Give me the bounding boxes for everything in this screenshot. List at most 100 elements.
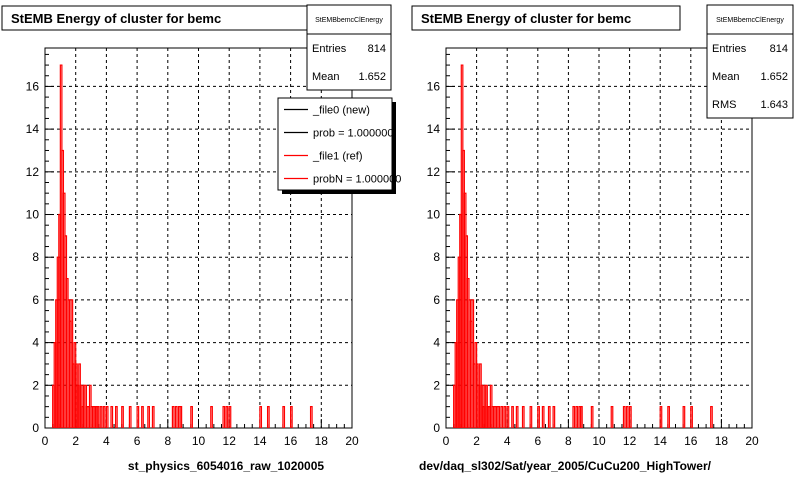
histogram-bin (151, 406, 155, 428)
y-tick-label: 0 (32, 421, 39, 435)
stats-value: 1.652 (358, 71, 386, 83)
stats-label: Entries (712, 43, 747, 55)
legend: _file0 (new) prob = 1.000000 _file1 (ref) p… (277, 97, 401, 194)
y-tick-label: 2 (32, 378, 39, 392)
stats-label: Mean (312, 71, 340, 83)
x-tick-label: 6 (534, 434, 541, 448)
y-tick-label: 14 (427, 122, 441, 136)
histogram-bin (171, 406, 175, 428)
x-tick-label: 0 (42, 434, 49, 448)
histogram-bin (174, 406, 178, 428)
x-tick-label: 2 (72, 434, 79, 448)
histogram-bin (503, 406, 507, 428)
histogram-bin (690, 406, 693, 428)
stats-box (306, 4, 392, 91)
y-tick-label: 6 (433, 293, 440, 307)
y-tick-label: 12 (427, 165, 441, 179)
histogram-bin (667, 406, 670, 428)
chart-panel-2: 0 2 4 6 8 10 12 14 16 18 20 0 2 4 6 8 10 12 14 16 dev/daq_sl… (411, 4, 794, 473)
histogram-bin (682, 406, 686, 428)
histogram-bin (500, 406, 504, 428)
legend-box (277, 97, 393, 191)
histogram-bin (121, 406, 124, 428)
y-tick-label: 8 (32, 250, 39, 264)
x-tick-label: 8 (565, 434, 572, 448)
x-tick-label: 10 (192, 434, 206, 448)
x-tick-label: 14 (654, 434, 668, 448)
chart-title: StEMB Energy of cluster for bemc (11, 11, 221, 26)
stats-value: 1.643 (760, 99, 788, 111)
histogram-bin (610, 406, 614, 428)
histogram-bin (541, 406, 545, 428)
x-axis-label: dev/daq_sl302/Sat/year_2005/CuCu200_High… (419, 459, 712, 473)
histogram-bin (590, 406, 594, 428)
title-box (411, 5, 681, 31)
stats-name: StEMBbemcClEnergy (315, 17, 383, 24)
x-tick-label: 2 (473, 434, 480, 448)
series-1 (52, 64, 313, 428)
y-tick-label: 4 (433, 336, 440, 350)
x-tick-label: 16 (684, 434, 698, 448)
histogram-bin (259, 406, 263, 428)
histogram-bin (521, 406, 525, 428)
title-box (1, 5, 309, 31)
histogram-bin (266, 406, 270, 428)
x-tick-label: 18 (715, 434, 729, 448)
x-tick-label: 18 (315, 434, 329, 448)
chart-title: StEMB Energy of cluster for bemc (421, 11, 631, 26)
histogram-bin (511, 406, 514, 428)
x-tick-label: 4 (504, 434, 511, 448)
x-tick-label: 0 (443, 434, 450, 448)
histogram-bin (136, 406, 140, 428)
histogram-bin (128, 406, 132, 428)
y-tick-label: 16 (26, 79, 40, 93)
stats-box (706, 4, 794, 119)
histogram-bin (547, 406, 551, 428)
histogram-bin (309, 406, 313, 428)
y-tick-label: 12 (26, 165, 40, 179)
y-tick-label: 4 (32, 336, 39, 350)
stats-label: RMS (712, 99, 736, 111)
x-tick-label: 8 (164, 434, 171, 448)
histogram-bin (572, 406, 576, 428)
histogram-bin (537, 406, 540, 428)
histogram-bin (115, 406, 118, 428)
histogram-bin (497, 406, 501, 428)
histogram-bin (147, 406, 150, 428)
y-tick-label: 6 (32, 293, 39, 307)
stats-value: 814 (770, 43, 788, 55)
histogram-bin (210, 406, 213, 428)
x-tick-label: 6 (134, 434, 141, 448)
legend-entry: _file0 (new) (312, 105, 370, 117)
y-tick-label: 14 (26, 122, 40, 136)
histogram-bin (228, 406, 232, 428)
histogram-bin (552, 406, 556, 428)
y-tick-label: 10 (26, 208, 40, 222)
x-tick-label: 12 (223, 434, 237, 448)
histogram-bin (710, 406, 713, 428)
histogram-bin (629, 406, 632, 428)
y-tick-label: 10 (427, 208, 441, 222)
histogram-bin (99, 406, 103, 428)
histogram-bin (506, 406, 510, 428)
y-tick-label: 0 (433, 421, 440, 435)
histogram-bin (659, 406, 663, 428)
stats-label: Mean (712, 71, 740, 83)
histogram-bin (102, 406, 106, 428)
legend-entry: prob = 1.000000 (313, 128, 393, 140)
histogram-bin (622, 406, 626, 428)
y-tick-label: 2 (433, 378, 440, 392)
y-tick-label: 8 (433, 250, 440, 264)
histogram-bin (141, 406, 144, 428)
histogram-bin (110, 406, 114, 428)
histogram-bin (96, 406, 100, 428)
x-tick-label: 10 (592, 434, 606, 448)
x-axis-label: st_physics_6054016_raw_1020005 (128, 459, 324, 473)
legend-entry: _file1 (ref) (312, 151, 363, 163)
series-1 (453, 64, 713, 428)
x-tick-label: 20 (345, 434, 359, 448)
legend-entry: probN = 1.000000 (313, 174, 401, 186)
histogram-bin (529, 406, 533, 428)
histogram-bin (580, 406, 583, 428)
